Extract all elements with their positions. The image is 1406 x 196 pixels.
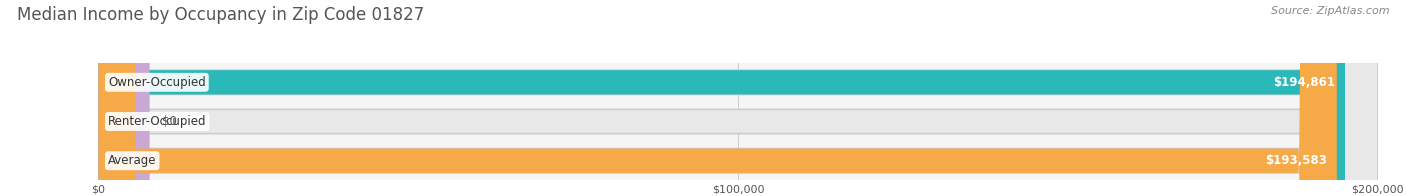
FancyBboxPatch shape [98, 0, 1378, 196]
Text: Owner-Occupied: Owner-Occupied [108, 76, 205, 89]
Text: Source: ZipAtlas.com: Source: ZipAtlas.com [1271, 6, 1389, 16]
Text: Renter-Occupied: Renter-Occupied [108, 115, 207, 128]
FancyBboxPatch shape [98, 0, 1378, 196]
FancyBboxPatch shape [98, 0, 149, 196]
Text: Average: Average [108, 154, 156, 167]
FancyBboxPatch shape [98, 0, 1346, 196]
Text: $0: $0 [163, 115, 177, 128]
FancyBboxPatch shape [98, 0, 1337, 196]
Text: Median Income by Occupancy in Zip Code 01827: Median Income by Occupancy in Zip Code 0… [17, 6, 425, 24]
Text: $194,861: $194,861 [1274, 76, 1336, 89]
Text: $193,583: $193,583 [1265, 154, 1327, 167]
FancyBboxPatch shape [98, 0, 1378, 196]
